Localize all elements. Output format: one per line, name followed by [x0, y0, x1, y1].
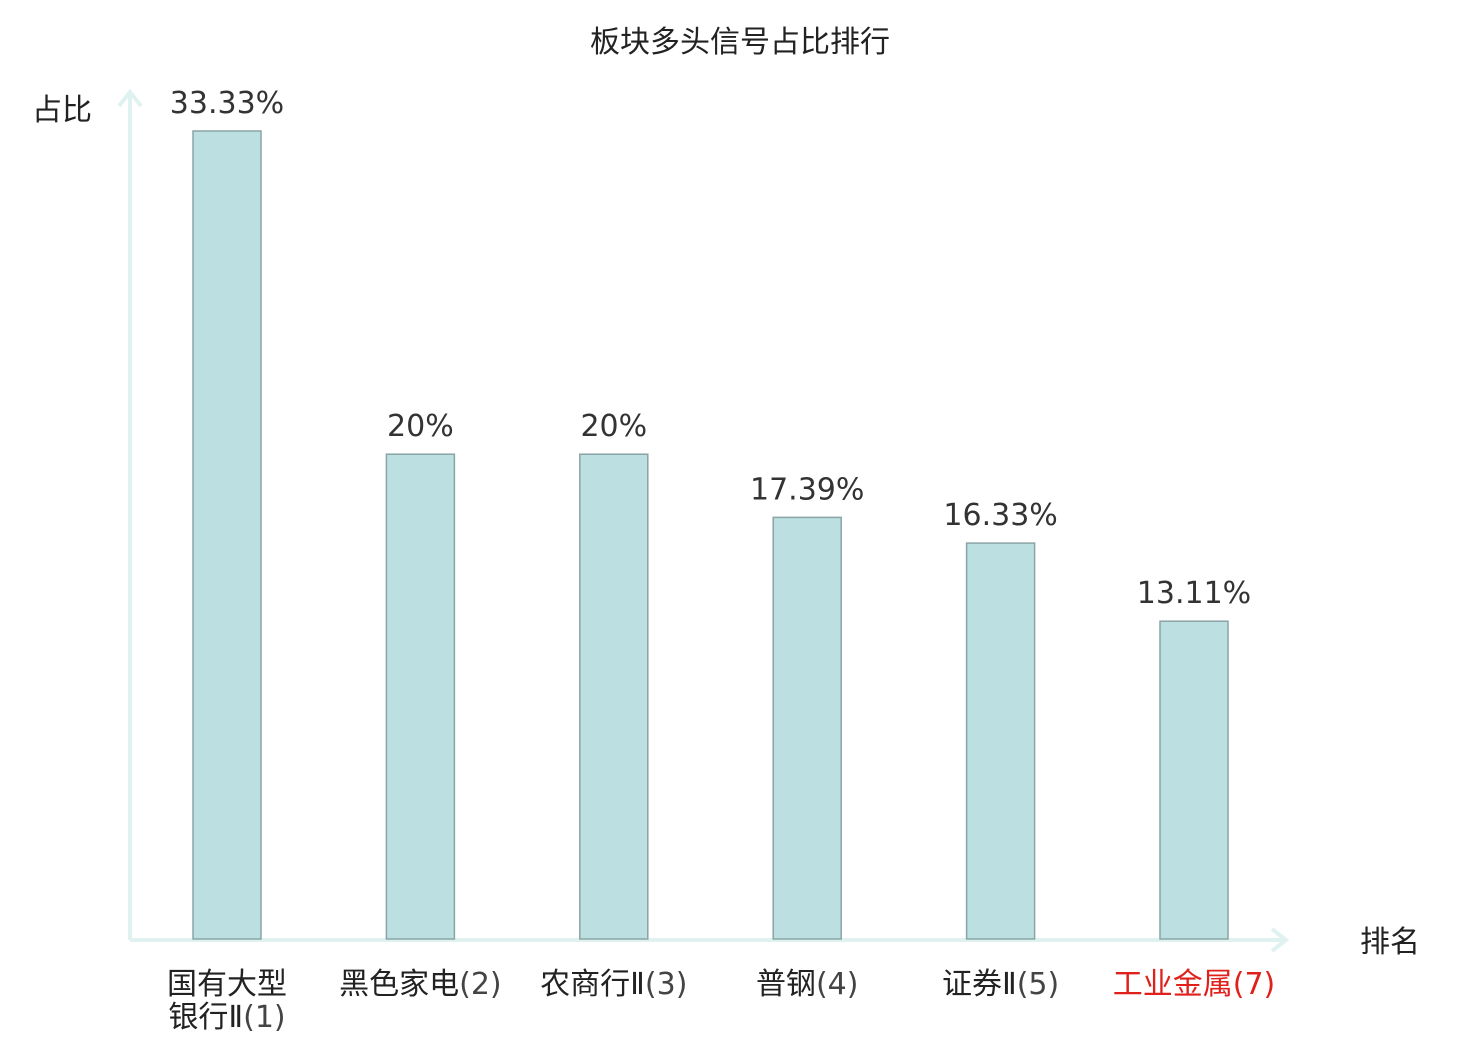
- bar-2: [385, 453, 456, 940]
- value-label-4: 17.39%: [750, 472, 864, 507]
- category-label-2: 黑色家电(2): [339, 967, 502, 1002]
- y-axis: [117, 88, 143, 940]
- x-axis: [130, 927, 1290, 953]
- value-label-6: 13.11%: [1137, 576, 1251, 611]
- category-label-3: 农商行Ⅱ(3): [540, 967, 687, 1002]
- category-label-1: 银行Ⅱ(1): [168, 1000, 285, 1035]
- x-axis-label: 排名: [1360, 925, 1420, 960]
- bar-4: [772, 516, 842, 940]
- value-label-3: 20%: [580, 409, 647, 444]
- value-label-1: 33.33%: [170, 86, 284, 121]
- category-label-1: 国有大型: [167, 967, 287, 1002]
- value-label-5: 16.33%: [943, 498, 1057, 533]
- bar-1: [192, 130, 262, 940]
- bar-5: [965, 542, 1036, 940]
- value-label-2: 20%: [387, 409, 454, 444]
- bar-6: [1159, 620, 1229, 940]
- category-label-5: 证券Ⅱ(5): [942, 967, 1059, 1002]
- y-axis-label: 占比: [32, 93, 92, 128]
- chart-title: 板块多头信号占比排行: [590, 25, 890, 60]
- bar-3: [579, 453, 649, 940]
- category-label-6: 工业金属(7): [1113, 967, 1276, 1002]
- value-labels: 33.33% 20% 20% 17.39% 16.33% 13.11%: [170, 86, 1251, 611]
- category-label-4: 普钢(4): [756, 967, 859, 1002]
- bar-series: [192, 130, 1229, 940]
